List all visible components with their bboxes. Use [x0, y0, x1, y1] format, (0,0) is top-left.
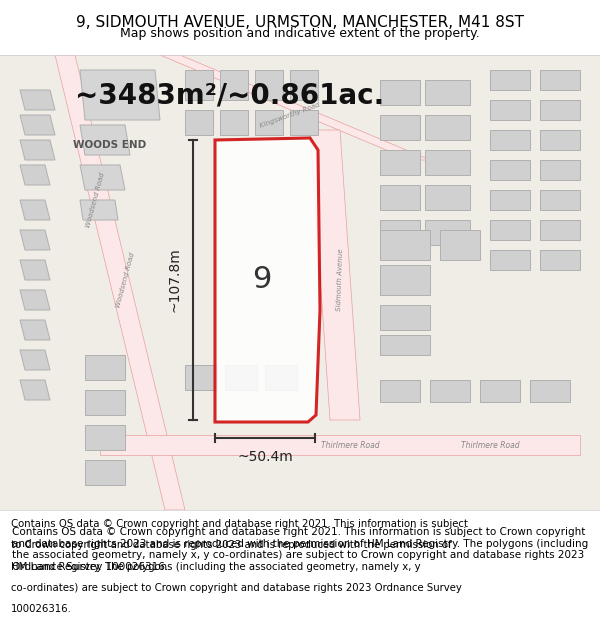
Text: 100026316.: 100026316.	[11, 604, 71, 614]
Polygon shape	[80, 125, 130, 155]
Polygon shape	[540, 70, 580, 90]
Polygon shape	[20, 200, 50, 220]
Text: WOODS END: WOODS END	[73, 140, 146, 150]
Polygon shape	[85, 390, 125, 415]
Polygon shape	[310, 130, 360, 420]
Polygon shape	[380, 80, 420, 105]
Polygon shape	[80, 200, 118, 220]
Polygon shape	[490, 160, 530, 180]
Polygon shape	[225, 365, 257, 390]
Polygon shape	[490, 70, 530, 90]
Text: Thirlmere Road: Thirlmere Road	[320, 441, 379, 449]
Polygon shape	[540, 160, 580, 180]
Polygon shape	[85, 460, 125, 485]
Polygon shape	[540, 250, 580, 270]
Polygon shape	[20, 290, 50, 310]
Polygon shape	[540, 100, 580, 120]
Text: 9, SIDMOUTH AVENUE, URMSTON, MANCHESTER, M41 8ST: 9, SIDMOUTH AVENUE, URMSTON, MANCHESTER,…	[76, 16, 524, 31]
Polygon shape	[490, 220, 530, 240]
Polygon shape	[380, 185, 420, 210]
Polygon shape	[80, 165, 125, 190]
Polygon shape	[380, 230, 430, 260]
Polygon shape	[530, 380, 570, 402]
Text: ~50.4m: ~50.4m	[237, 450, 293, 464]
Text: HM Land Registry. The polygons (including the associated geometry, namely x, y: HM Land Registry. The polygons (includin…	[11, 562, 421, 572]
Polygon shape	[425, 150, 470, 175]
Polygon shape	[20, 115, 55, 135]
Polygon shape	[380, 265, 430, 295]
Polygon shape	[185, 70, 213, 100]
Polygon shape	[425, 80, 470, 105]
Polygon shape	[160, 55, 430, 160]
Polygon shape	[215, 138, 320, 422]
Polygon shape	[425, 220, 470, 245]
Polygon shape	[55, 55, 185, 510]
Polygon shape	[185, 365, 217, 390]
Polygon shape	[220, 110, 248, 135]
Polygon shape	[380, 220, 420, 245]
Polygon shape	[380, 380, 420, 402]
Polygon shape	[20, 320, 50, 340]
Polygon shape	[255, 70, 283, 100]
Text: Sidmouth Avenue: Sidmouth Avenue	[336, 249, 344, 311]
Polygon shape	[490, 250, 530, 270]
Polygon shape	[440, 230, 480, 260]
Polygon shape	[425, 185, 470, 210]
Polygon shape	[20, 230, 50, 250]
Polygon shape	[380, 115, 420, 140]
Polygon shape	[85, 425, 125, 450]
Text: Woodsend Road: Woodsend Road	[115, 252, 135, 308]
Polygon shape	[20, 380, 50, 400]
Polygon shape	[540, 190, 580, 210]
Text: Woodsend Road: Woodsend Road	[85, 172, 105, 228]
Polygon shape	[540, 220, 580, 240]
Polygon shape	[20, 260, 50, 280]
Text: to Crown copyright and database rights 2023 and is reproduced with the permissio: to Crown copyright and database rights 2…	[11, 541, 451, 551]
Text: ~107.8m: ~107.8m	[167, 248, 181, 312]
Polygon shape	[100, 435, 580, 455]
Polygon shape	[490, 130, 530, 150]
Polygon shape	[20, 140, 55, 160]
Polygon shape	[430, 380, 470, 402]
Polygon shape	[185, 110, 213, 135]
Polygon shape	[425, 115, 470, 140]
Polygon shape	[265, 365, 297, 390]
Polygon shape	[380, 305, 430, 330]
Text: Map shows position and indicative extent of the property.: Map shows position and indicative extent…	[120, 27, 480, 39]
Text: Kingsworthy Road: Kingsworthy Road	[259, 101, 321, 129]
Polygon shape	[20, 350, 50, 370]
Polygon shape	[220, 70, 248, 100]
Polygon shape	[490, 190, 530, 210]
Polygon shape	[540, 130, 580, 150]
Polygon shape	[290, 110, 318, 135]
Text: Thirlmere Road: Thirlmere Road	[461, 441, 520, 449]
Text: Contains OS data © Crown copyright and database right 2021. This information is : Contains OS data © Crown copyright and d…	[11, 519, 468, 529]
Polygon shape	[80, 70, 160, 120]
Polygon shape	[480, 380, 520, 402]
Polygon shape	[490, 100, 530, 120]
Polygon shape	[20, 90, 55, 110]
Polygon shape	[255, 110, 283, 135]
Polygon shape	[85, 355, 125, 380]
Text: Contains OS data © Crown copyright and database right 2021. This information is : Contains OS data © Crown copyright and d…	[12, 528, 588, 572]
Polygon shape	[20, 165, 50, 185]
Polygon shape	[380, 335, 430, 355]
Text: co-ordinates) are subject to Crown copyright and database rights 2023 Ordnance S: co-ordinates) are subject to Crown copyr…	[11, 583, 461, 593]
Polygon shape	[380, 150, 420, 175]
Polygon shape	[290, 70, 318, 100]
Text: 9: 9	[253, 266, 272, 294]
Text: ~3483m²/~0.861ac.: ~3483m²/~0.861ac.	[76, 81, 385, 109]
